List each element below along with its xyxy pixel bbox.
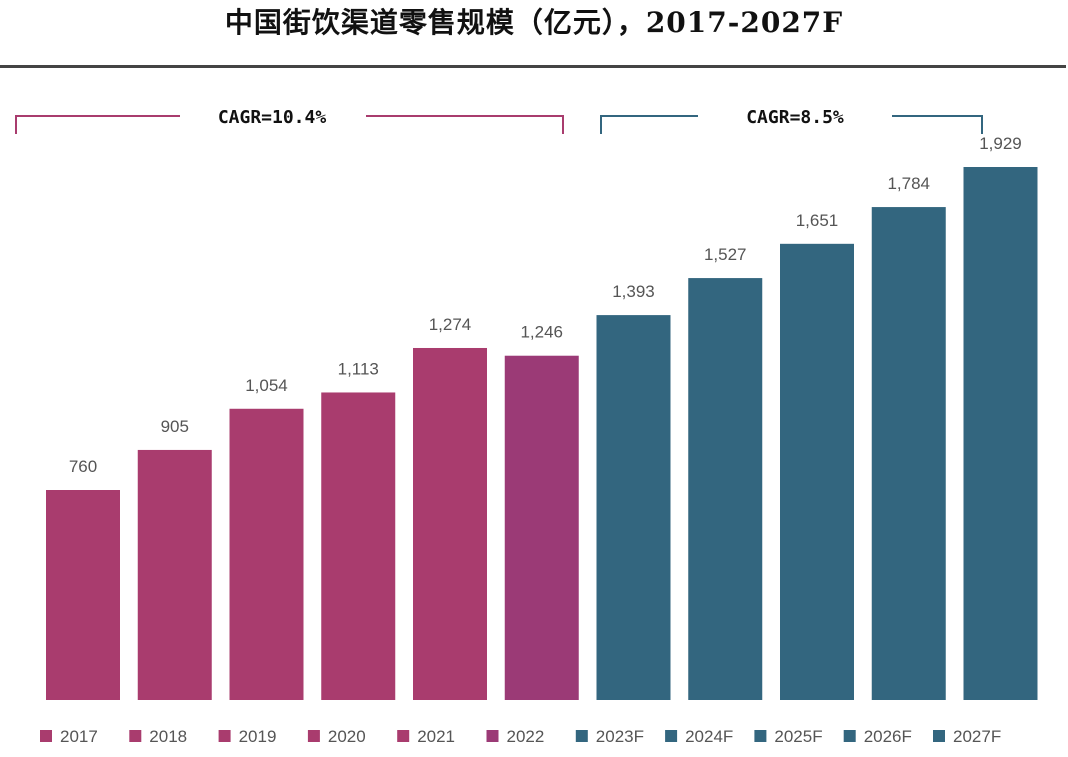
legend-swatch-2025F	[754, 730, 767, 742]
legend-label-2022: 2022	[507, 727, 545, 746]
bar-2022	[504, 355, 579, 700]
bar-2019	[229, 408, 304, 700]
bar-2018	[137, 449, 212, 700]
legend-swatch-2017	[40, 730, 52, 742]
legend-swatch-2026F	[843, 730, 856, 742]
legend: 2017 2018 2019 2020 2021 2022 2023F 2024F 2025F 2…	[40, 727, 1001, 746]
legend-label-2021: 2021	[417, 727, 455, 746]
legend-swatch-2027F	[933, 730, 945, 742]
cagr-brackets: CAGR=10.4% CAGR=8.5%	[15, 107, 983, 134]
legend-label-2027F: 2027F	[953, 727, 1001, 746]
bar-2026F	[871, 207, 946, 700]
cagr-bracket-left-1	[15, 115, 180, 134]
legend-swatch-2020	[307, 730, 320, 742]
legend-label-2023F: 2023F	[596, 727, 644, 746]
value-labels: 760 905 1,054 1,113 1,274 1,246 1,393 1,527 1,65…	[69, 134, 1022, 476]
value-label-2027F: 1,929	[979, 134, 1022, 153]
legend-label-2019: 2019	[239, 727, 277, 746]
bar-2021	[413, 347, 487, 700]
legend-swatch-2021	[397, 730, 410, 742]
value-label-2024F: 1,527	[704, 245, 747, 264]
bar-2025F	[780, 243, 854, 700]
legend-label-2018: 2018	[149, 727, 187, 746]
bar-2020	[321, 392, 396, 700]
legend-label-2025F: 2025F	[774, 727, 822, 746]
title-divider	[0, 65, 1066, 68]
value-label-2026F: 1,784	[887, 174, 930, 193]
chart-title: 中国街饮渠道零售规模（亿元），2017-2027F	[224, 6, 844, 39]
legend-label-2024F: 2024F	[685, 727, 733, 746]
cagr-bracket-left-2	[600, 115, 698, 134]
legend-label-2026F: 2026F	[864, 727, 912, 746]
legend-label-2020: 2020	[328, 727, 366, 746]
legend-swatch-2018	[129, 730, 142, 742]
bar-2023F	[596, 315, 671, 700]
value-label-2023F: 1,393	[612, 282, 655, 301]
bar-2017	[46, 490, 120, 700]
legend-swatch-2022	[486, 730, 499, 742]
legend-label-2017: 2017	[60, 727, 98, 746]
value-label-2022: 1,246	[520, 323, 563, 342]
value-label-2019: 1,054	[245, 376, 288, 395]
cagr-bracket-right-1	[366, 115, 564, 134]
bar-series	[46, 167, 1038, 700]
value-label-2020: 1,113	[338, 359, 379, 378]
bar-2024F	[688, 278, 763, 700]
value-label-2025F: 1,651	[796, 211, 839, 230]
bar-2027F	[963, 167, 1038, 700]
value-label-2017: 760	[69, 457, 97, 476]
legend-swatch-2024F	[665, 730, 678, 742]
value-label-2018: 905	[161, 417, 189, 436]
legend-swatch-2019	[218, 730, 231, 742]
legend-swatch-2023F	[575, 730, 588, 742]
value-label-2021: 1,274	[429, 315, 472, 334]
cagr-label-1: CAGR=10.4%	[218, 107, 327, 128]
cagr-label-2: CAGR=8.5%	[746, 107, 844, 128]
cagr-bracket-right-2	[892, 115, 983, 134]
